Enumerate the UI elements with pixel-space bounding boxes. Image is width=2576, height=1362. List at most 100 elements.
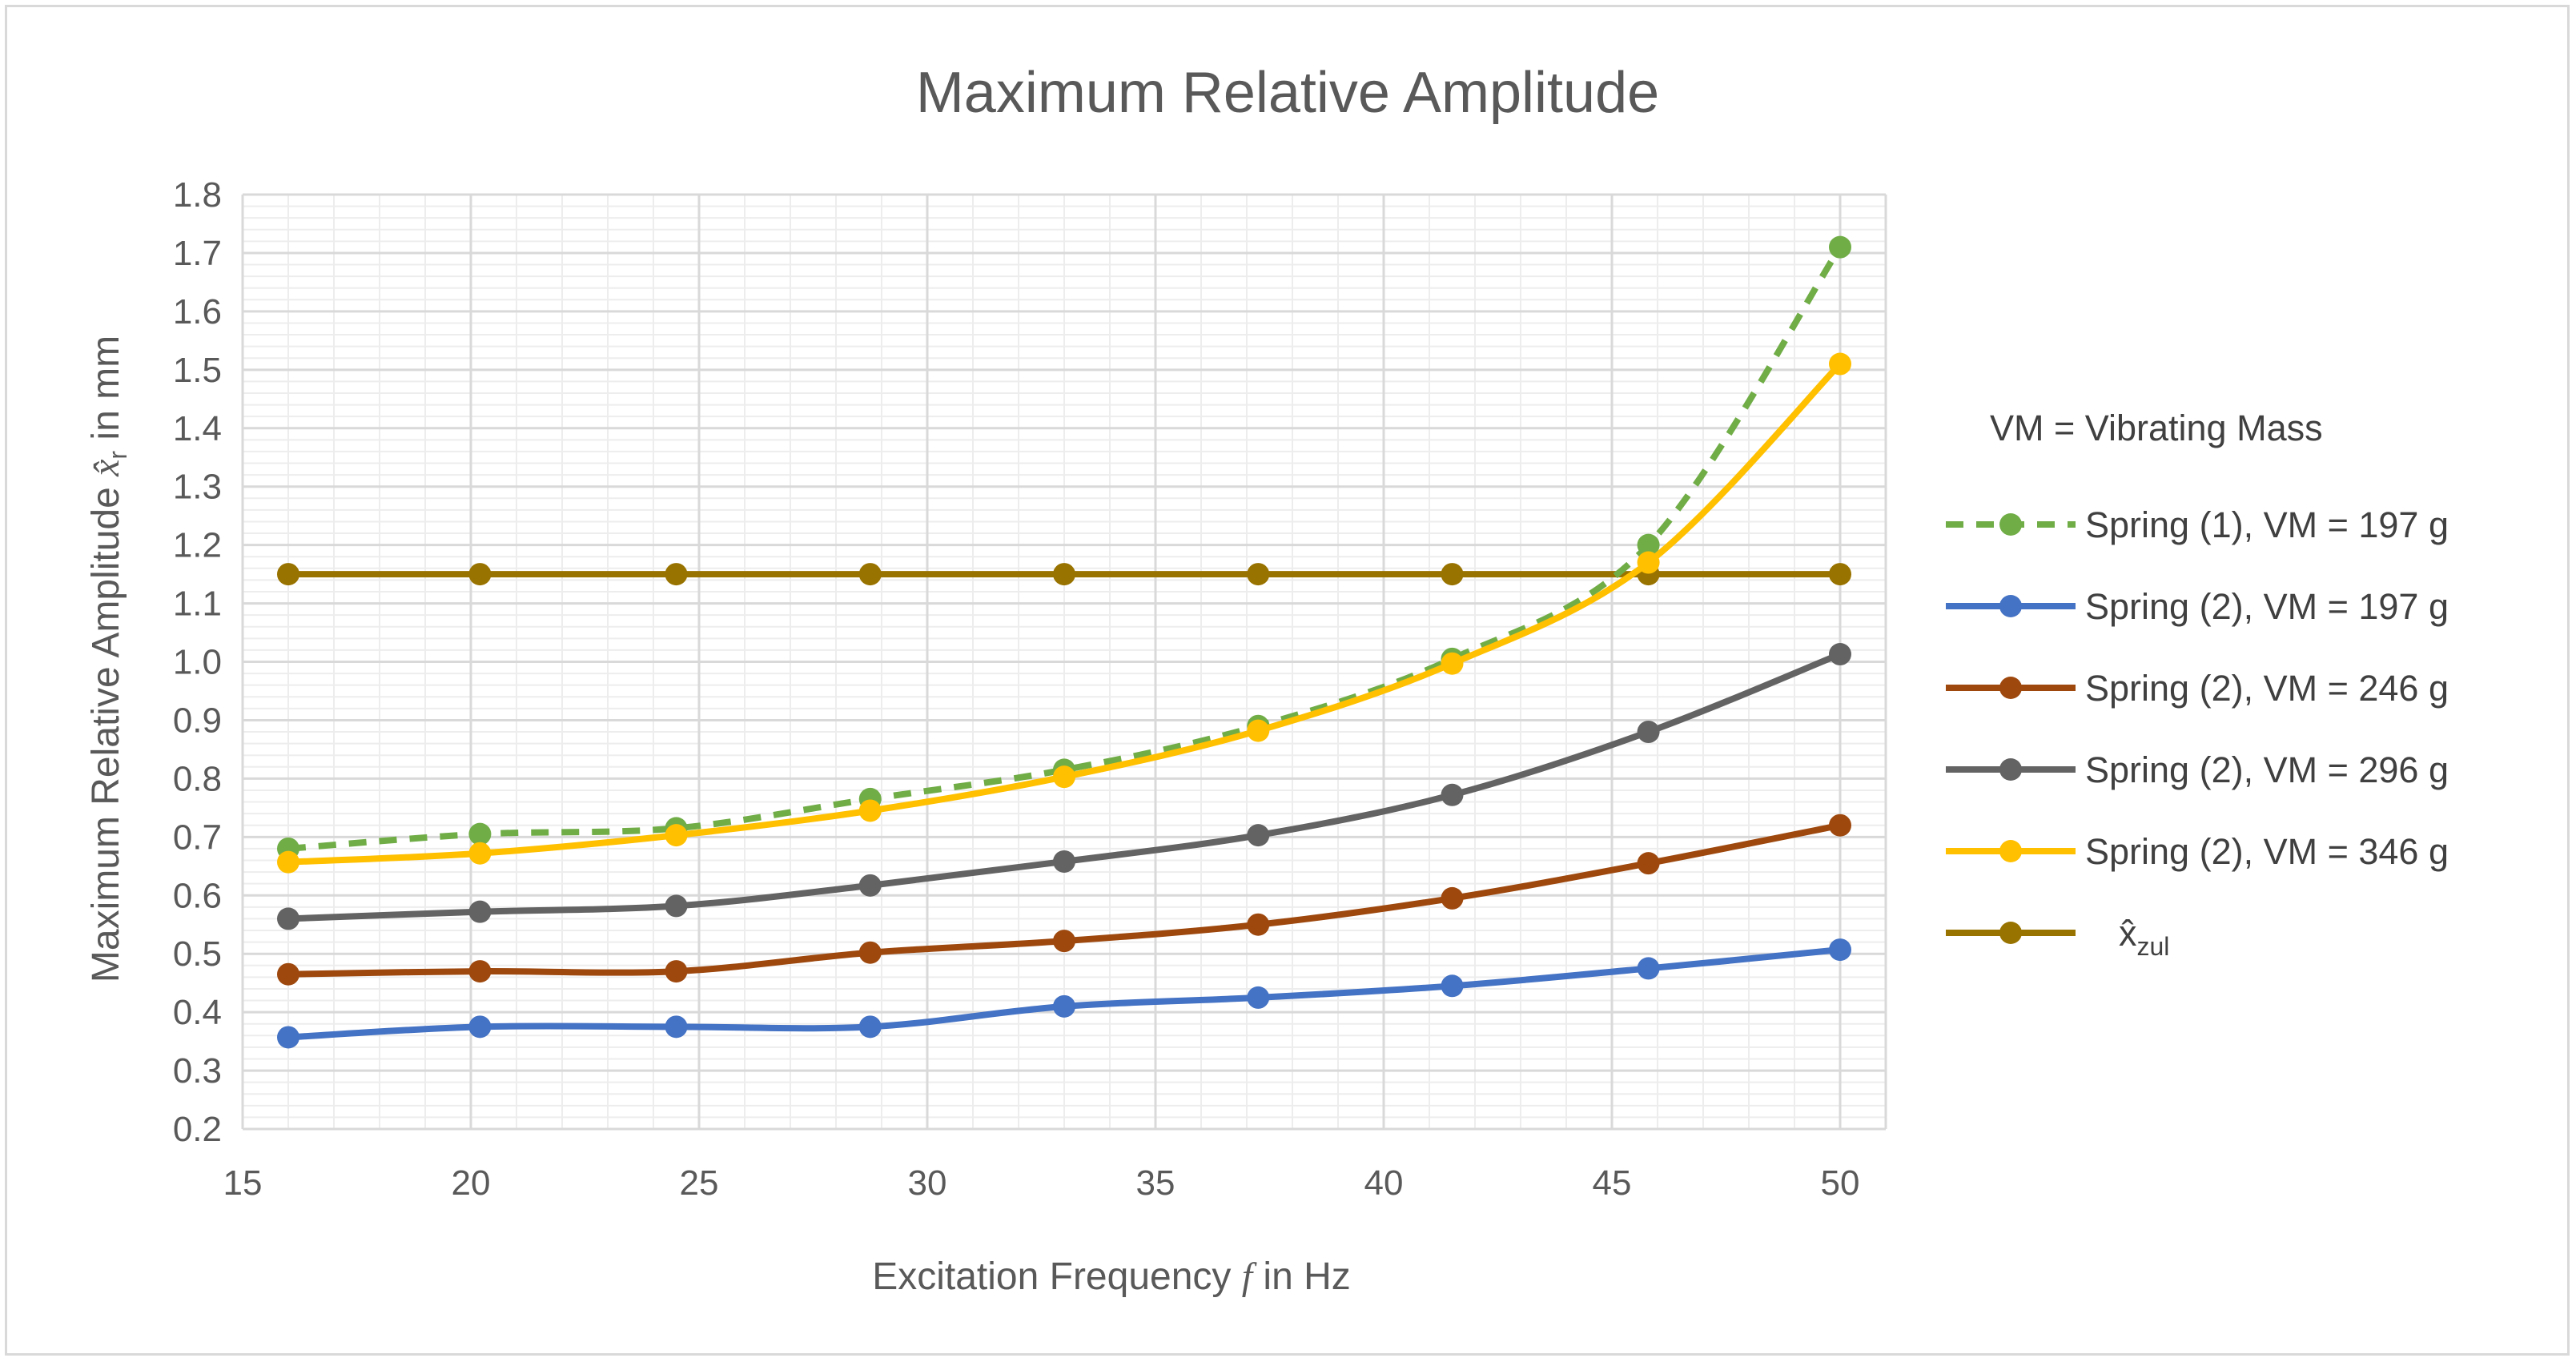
x-axis-title-suffix: in Hz [1252,1256,1351,1298]
data-point [1053,765,1075,789]
y-tick-label: 0.3 [173,1051,222,1091]
data-point [1441,783,1464,806]
x-tick-label: 50 [1821,1163,1860,1203]
x-tick-label: 45 [1593,1163,1632,1203]
data-point [1829,814,1851,837]
x-tick-label: 15 [223,1163,263,1203]
data-point [277,1026,299,1049]
legend-label: Spring (2), VM = 346 g [2085,831,2449,872]
data-point [858,1015,882,1039]
data-point [468,563,492,586]
legend-title: VM = Vibrating Mass [1990,408,2323,448]
y-axis-ticks: 0.2 0.3 0.4 0.5 0.6 0.7 0.8 0.9 1.0 1.1 1.2 1.3 1.4 1… [173,175,222,1149]
legend-item: Spring (2), VM = 346 g [1946,831,2449,872]
series-4 [277,352,1851,874]
y-axis-title-unit: in mm [85,335,127,451]
legend-marker [1999,840,2022,862]
data-point [1247,913,1270,936]
data-point [1441,886,1464,910]
data-point [665,960,688,983]
y-tick-label: 1.3 [173,468,222,507]
x-tick-label: 40 [1364,1163,1404,1203]
data-point [1247,986,1270,1009]
y-tick-label: 0.7 [173,818,222,857]
plot-grid [241,193,1887,1131]
data-point [1053,930,1075,953]
data-point [1637,721,1660,744]
data-point [1441,652,1464,675]
data-point [1053,994,1075,1018]
data-point [468,1015,492,1039]
data-point [468,842,492,865]
y-tick-label: 0.8 [173,759,222,798]
data-point [1829,643,1851,666]
x-tick-label: 20 [452,1163,491,1203]
data-point [1637,957,1660,980]
y-tick-label: 1.8 [173,175,222,215]
y-axis-title-symbol: x̂ [85,460,127,477]
data-point [1247,719,1270,742]
y-axis-title-subscript: r [103,451,132,460]
y-tick-label: 0.6 [173,876,222,915]
data-point [277,850,299,874]
legend-marker [1999,677,2022,699]
data-point [665,1015,688,1039]
data-point [1637,551,1660,574]
data-point [665,563,688,586]
data-point [858,941,882,964]
data-point [277,962,299,986]
data-point [1441,563,1464,586]
legend-item: Spring (2), VM = 197 g [1946,586,2449,627]
data-point [1247,563,1270,586]
data-point [468,960,492,983]
y-tick-label: 0.2 [173,1110,222,1149]
legend-label: Spring (2), VM = 246 g [2085,668,2449,709]
data-point [858,874,882,897]
y-axis-title: Maximum Relative Amplitude x̂r in mm [85,335,132,982]
legend-item: Spring (2), VM = 296 g [1946,749,2449,790]
data-point [1053,563,1075,586]
data-point [1829,563,1851,586]
legend-label: Spring (1), VM = 197 g [2085,504,2449,545]
data-point [1441,974,1464,998]
y-tick-label: 0.9 [173,701,222,740]
data-point [1247,824,1270,847]
y-tick-label: 1.6 [173,292,222,331]
legend-item: Spring (2), VM = 246 g [1946,668,2449,709]
chart-title: Maximum Relative Amplitude [916,61,1659,125]
y-tick-label: 1.1 [173,585,222,624]
series-3 [277,643,1851,930]
legend: VM = Vibrating Mass Spring (1), VM = 197… [1946,408,2449,961]
series-1 [277,938,1851,1049]
y-tick-label: 1.2 [173,526,222,565]
data-point [1829,938,1851,962]
series-line [285,360,1843,866]
legend-marker [1999,595,2022,617]
data-point [665,894,688,918]
series-2 [277,814,1851,986]
x-tick-label: 30 [908,1163,947,1203]
x-tick-label: 35 [1136,1163,1175,1203]
legend-item: x̂zul [1946,913,2169,961]
y-tick-label: 1.4 [173,409,222,448]
y-tick-label: 1.5 [173,351,222,390]
data-point [858,563,882,586]
legend-label: x̂zul [2119,913,2169,961]
data-point [1637,852,1660,875]
data-point [1829,235,1851,259]
data-point [468,900,492,923]
x-axis-title-prefix: Excitation Frequency [872,1256,1242,1298]
y-tick-label: 1.7 [173,234,222,273]
data-point [1829,352,1851,376]
x-axis-title: Excitation Frequency f in Hz [872,1256,1351,1298]
series-layer [277,235,1851,1049]
x-tick-label: 25 [680,1163,719,1203]
legend-item: Spring (1), VM = 197 g [1946,504,2449,545]
data-point [1053,850,1075,873]
x-axis-ticks: 15 20 25 30 35 40 45 50 [223,1163,1860,1203]
data-point [1637,533,1660,556]
data-point [665,824,688,847]
legend-label: Spring (2), VM = 197 g [2085,586,2449,627]
legend-label: Spring (2), VM = 296 g [2085,749,2449,790]
